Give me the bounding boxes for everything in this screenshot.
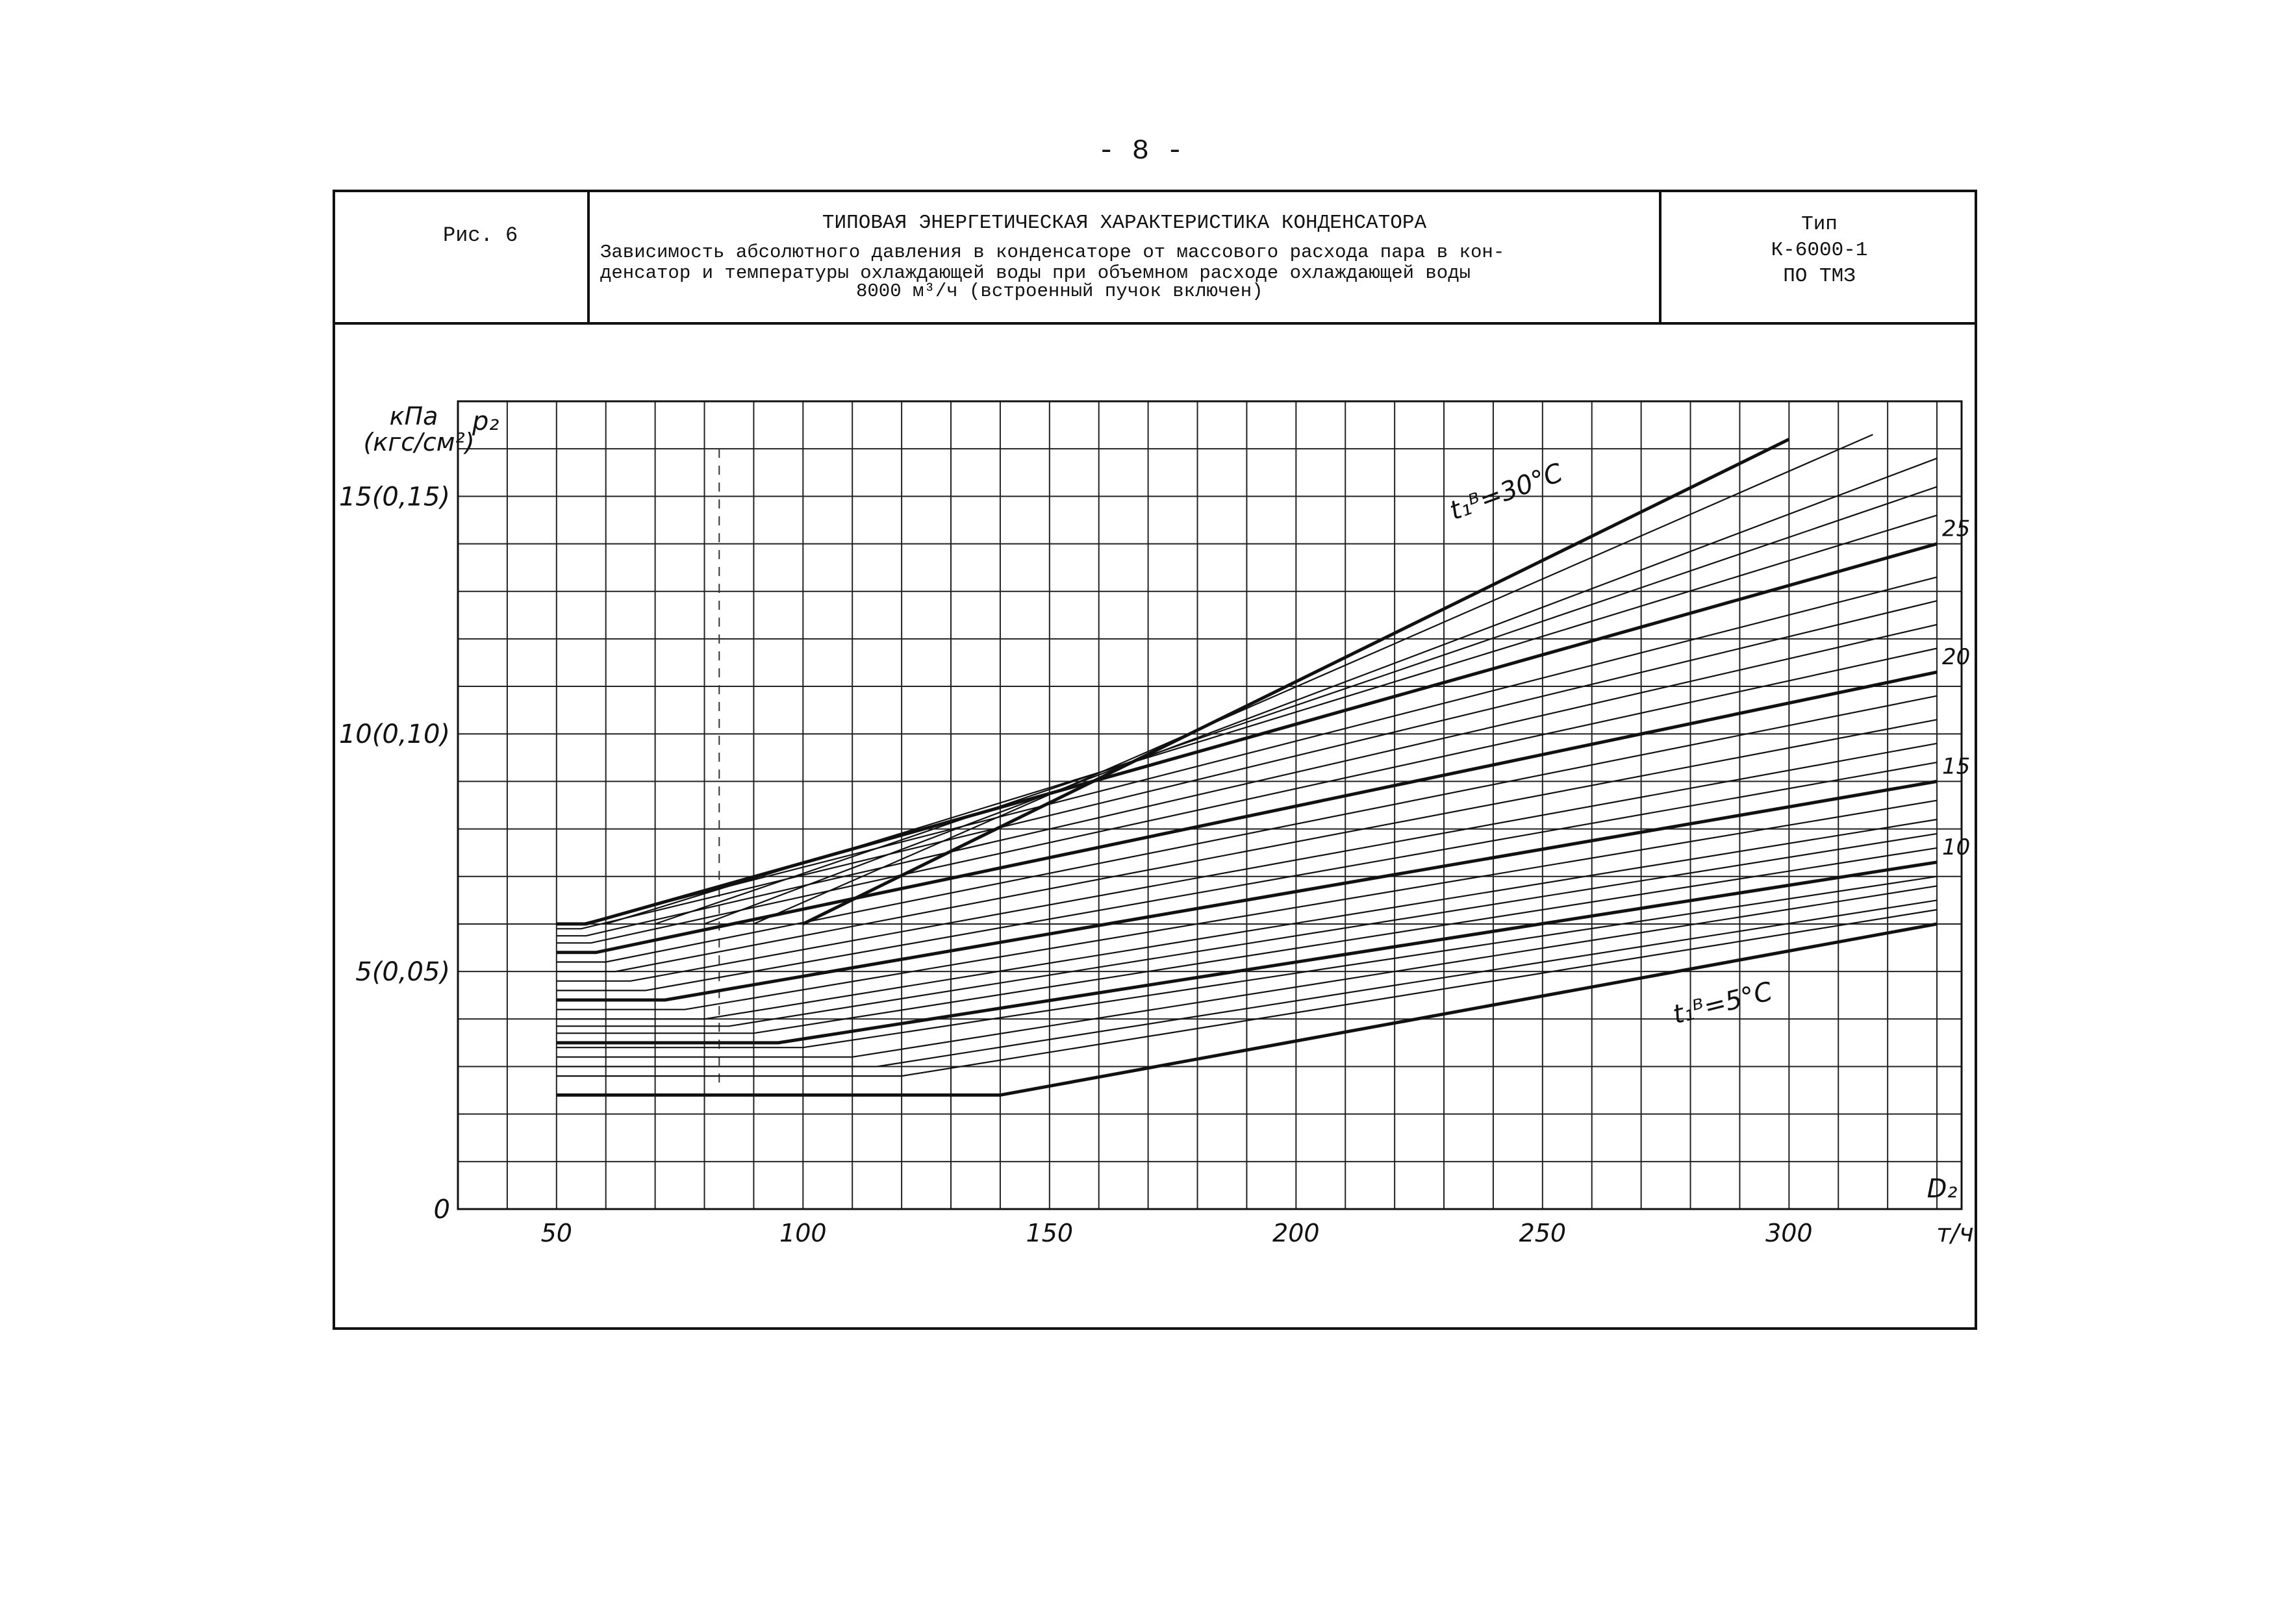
- plot-border: [457, 400, 1963, 1210]
- series-line-t9: [556, 875, 1938, 1049]
- curve-label-right: 10: [1942, 834, 1970, 860]
- series-line-t17: [556, 742, 1938, 982]
- curve-label-5: t₁ᴮ=5°C: [1670, 977, 1775, 1030]
- header-table: Рис. 6 ТИПОВАЯ ЭНЕРГЕТИЧЕСКАЯ ХАРАКТЕРИС…: [333, 190, 1977, 325]
- series-line-t13: [556, 818, 1938, 1020]
- y-tick-label: 5(0,05): [355, 957, 450, 987]
- type-model: К-6000-1: [1771, 239, 1868, 262]
- series-line-t25: [556, 542, 1938, 926]
- chart-series: [556, 434, 1938, 1097]
- subtitle-line-3: 8000 м³/ч (встроенный пучок включен): [856, 281, 1263, 302]
- chart-grid: [458, 401, 1962, 1209]
- chart-labels: 50 100 150 200 250 300 0 5(0,05) 10(0,10) 15(0,15…: [339, 402, 1974, 1247]
- x-tick-label: 300: [1765, 1219, 1813, 1247]
- series-line-t14: [556, 799, 1938, 1010]
- figure-label: Рис. 6: [443, 223, 518, 247]
- series-line-t26: [605, 514, 1938, 925]
- x-tick-label: 200: [1272, 1219, 1320, 1247]
- y-axis-unit: кПа: [390, 402, 438, 431]
- series-line-t7: [556, 899, 1938, 1068]
- subtitle-line-1: Зависимость абсолютного давления в конде…: [600, 242, 1505, 263]
- x-tick-label: 150: [1026, 1219, 1074, 1247]
- series-line-t12: [556, 832, 1938, 1027]
- chart-axes: [457, 400, 1963, 1210]
- series-line-t18: [556, 719, 1938, 973]
- figure-number-cell: Рис. 6: [333, 190, 590, 322]
- page-number: - 8 -: [1098, 135, 1184, 168]
- series-line-t30: [802, 438, 1790, 926]
- curve-label-right: 20: [1942, 644, 1970, 670]
- x-tick-label: 100: [779, 1219, 827, 1247]
- y-axis-label: p₂: [472, 406, 499, 436]
- curve-label-30: t₁ᴮ=30°C: [1446, 458, 1567, 526]
- y-axis-unit-secondary: (кгс/см²): [363, 428, 474, 456]
- y-tick-label: 0: [434, 1195, 450, 1225]
- x-tick-label: 50: [541, 1219, 572, 1247]
- series-line-t6: [556, 908, 1938, 1077]
- series-line-t20: [556, 670, 1938, 955]
- type-label: Тип: [1801, 213, 1838, 236]
- title-cell: ТИПОВАЯ ЭНЕРГЕТИЧЕСКАЯ ХАРАКТЕРИСТИКА КО…: [590, 190, 1662, 322]
- curve-label-right: 25: [1942, 516, 1970, 542]
- figure-frame: [333, 190, 1977, 1330]
- type-manufacturer: ПО ТМЗ: [1783, 265, 1856, 288]
- y-tick-label: 10(0,10): [339, 719, 450, 749]
- series-line-t15: [556, 779, 1938, 1002]
- y-tick-label: 15(0,15): [339, 482, 450, 512]
- x-axis-label: D₂: [1927, 1174, 1958, 1204]
- series-line-t27: [655, 486, 1938, 925]
- series-line-t8: [556, 885, 1938, 1058]
- series-line-t22: [556, 623, 1938, 937]
- series-line-t10: [556, 860, 1938, 1045]
- chart-title: ТИПОВАЯ ЭНЕРГЕТИЧЕСКАЯ ХАРАКТЕРИСТИКА КО…: [822, 212, 1427, 234]
- series-line-t16: [556, 762, 1938, 992]
- series-line-t28: [704, 457, 1938, 925]
- series-line-t29: [753, 434, 1873, 925]
- x-tick-label: 250: [1519, 1219, 1567, 1247]
- type-cell: Тип К-6000-1 ПО ТМЗ: [1662, 190, 1977, 322]
- curve-label-right: 15: [1942, 753, 1970, 779]
- series-line-t5: [556, 922, 1938, 1097]
- series-line-t19: [556, 695, 1938, 963]
- series-line-t23: [556, 600, 1938, 930]
- series-line-t21: [556, 647, 1938, 944]
- subtitle-line-2: денсатор и температуры охлаждающей воды …: [600, 262, 1471, 284]
- x-axis-unit: т/ч: [1936, 1219, 1973, 1247]
- series-line-t11: [556, 847, 1938, 1034]
